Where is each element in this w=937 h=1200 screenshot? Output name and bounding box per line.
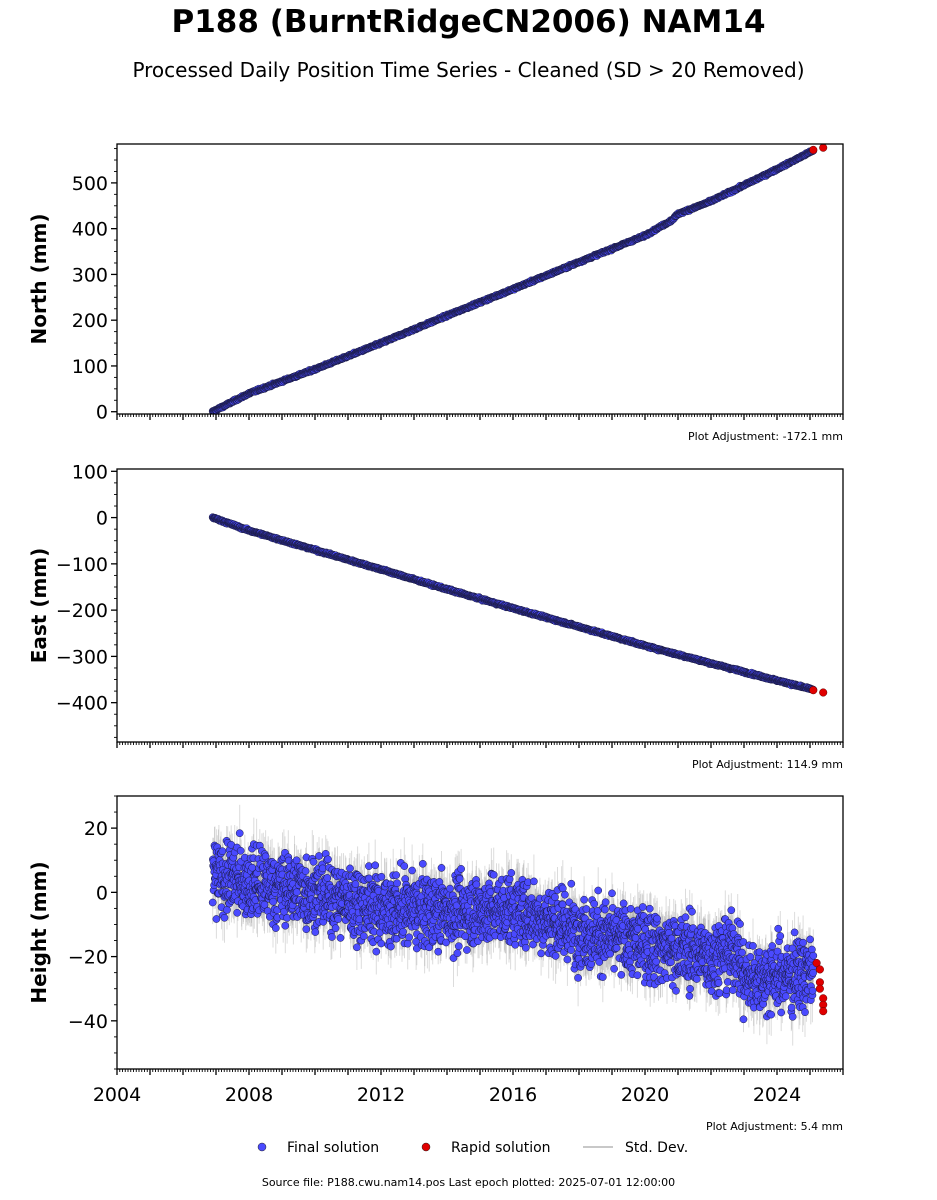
rapid-point [819, 688, 828, 697]
panel-2: 100 0 −100 −200 −300 −400 East (mm) Plot Adjust… [27, 461, 844, 771]
page-subtitle: Processed Daily Position Time Series - C… [132, 58, 805, 82]
rapid-point [809, 686, 818, 695]
y-tick-label: −200 [56, 600, 108, 622]
final-solution-series [208, 513, 818, 694]
plot-adjustment-note: Plot Adjustment: 114.9 mm [692, 758, 843, 771]
y-tick-label: 0 [96, 508, 108, 530]
y-tick-label: −400 [56, 693, 108, 715]
y-tick-label: −100 [56, 554, 108, 576]
plot-area [208, 144, 828, 414]
plot-area [208, 513, 828, 697]
y-tick-label: 100 [72, 356, 108, 378]
rapid-point [809, 145, 818, 154]
axes-frame [116, 143, 844, 415]
plot-adjustment-note: Plot Adjustment: -172.1 mm [688, 430, 843, 443]
plot-area [208, 804, 828, 1046]
rapid-point [819, 144, 828, 152]
y-axis-label: North (mm) [27, 213, 51, 344]
y-ticks: 100 0 −100 −200 −300 −400 [56, 461, 117, 738]
page-title: P188 (BurntRidgeCN2006) NAM14 [171, 4, 766, 40]
final-solution-series [208, 146, 818, 414]
y-axis-label: East (mm) [27, 548, 51, 664]
y-tick-label: 300 [72, 264, 108, 286]
y-tick-label: −300 [56, 646, 108, 668]
panel-1: 0 100 200 300 400 500 North (mm) Plot Adjustmen… [27, 143, 844, 443]
y-tick-label: 100 [72, 461, 108, 483]
y-ticks: 0 100 200 300 400 500 [72, 148, 117, 424]
y-tick-label: 0 [96, 402, 108, 424]
rapid-solution-series [809, 686, 828, 697]
x-ticks [116, 742, 844, 748]
x-ticks [116, 414, 844, 420]
y-tick-label: 500 [72, 173, 108, 195]
y-tick-label: 400 [72, 219, 108, 241]
panel-3: 2004 2008 2012 2016 2020 2024200−20−40Height … [27, 795, 844, 1133]
axes-frame [116, 468, 844, 743]
rapid-solution-series [809, 144, 828, 154]
y-tick-label: 200 [72, 310, 108, 332]
